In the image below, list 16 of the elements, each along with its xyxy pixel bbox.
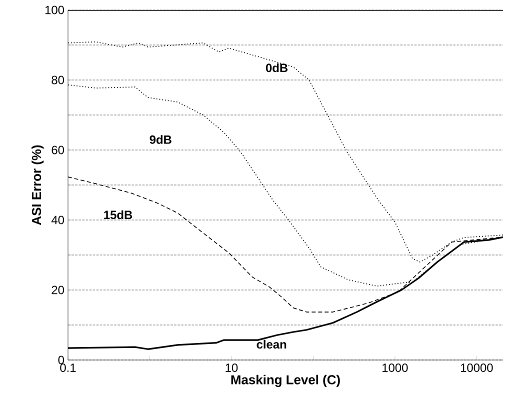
y-tick-label: 0 (58, 356, 64, 364)
annotation: 9dB (150, 135, 172, 144)
x-tick-label: 10 (226, 364, 238, 372)
annotation: 0dB (266, 63, 288, 72)
y-tick-label: 60 (52, 146, 64, 154)
annotation: clean (256, 340, 286, 349)
y-tick-label: 20 (52, 286, 64, 294)
x-tick-label: 10000 (460, 364, 493, 372)
y-tick-label: 80 (52, 76, 64, 84)
y-tick-label: 40 (51, 216, 64, 224)
x-tick-label: 0.1 (60, 364, 76, 372)
x-axis-title: Masking Level (C) (231, 374, 340, 387)
y-tick-label: 100 (45, 6, 64, 14)
x-tick-label: 1000 (382, 364, 408, 372)
annotation: 15dB (104, 210, 132, 220)
y-axis-title: ASI Error (%) (32, 145, 44, 225)
